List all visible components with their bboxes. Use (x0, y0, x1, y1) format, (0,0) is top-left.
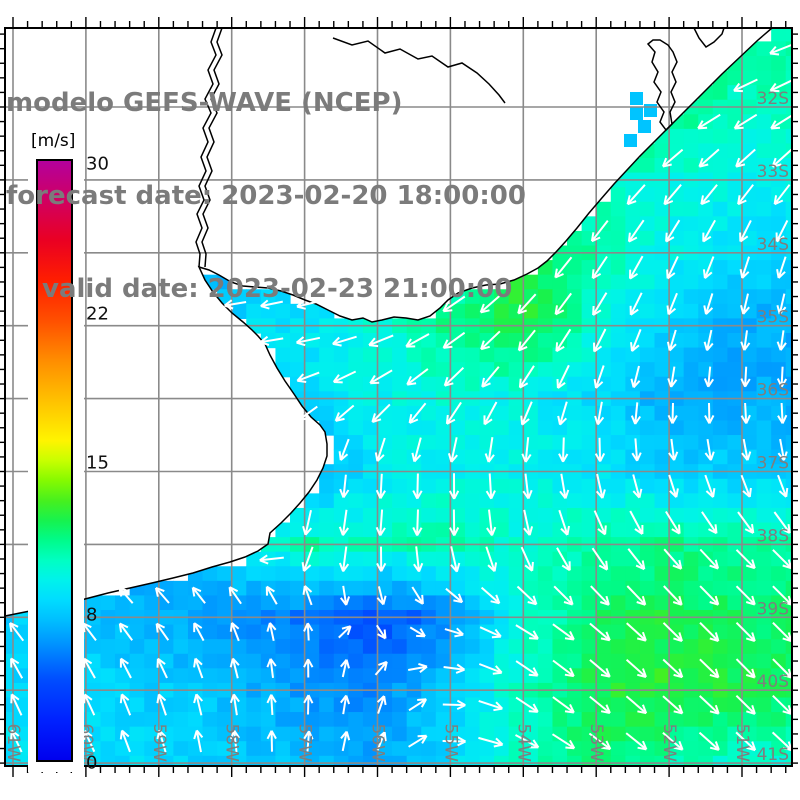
lon-label: 52W (659, 724, 679, 763)
colorbar-tick-label: 30 (86, 153, 109, 175)
lon-label: 55W (440, 724, 460, 763)
lon-label: 53W (586, 724, 606, 763)
lagoon-cell (644, 104, 657, 117)
valid-date: valid date: 2023-02-23 21:00:00 (42, 274, 513, 304)
colorbar-tick-label: 22 (86, 303, 109, 325)
lon-label: 51W (732, 724, 752, 763)
forecast-date: forecast date: 2023-02-20 18:00:00 (6, 181, 526, 211)
lat-label: 32S (757, 89, 789, 109)
river-uruguay-bank (201, 27, 223, 268)
coastline-group (4, 27, 773, 617)
lat-label: 41S (757, 745, 789, 765)
lat-label: 38S (757, 526, 789, 546)
lon-label: 61W (3, 724, 23, 763)
lagoon-cell (630, 92, 643, 105)
lagoon-mirim (646, 39, 678, 132)
colorbar-tick-label: 0 (86, 752, 98, 774)
lon-label: 56W (368, 724, 388, 763)
lat-label: 37S (757, 454, 789, 474)
title-block: modelo GEFS-WAVE (NCEP) forecast date: 2… (6, 26, 526, 367)
map-frame (4, 27, 793, 767)
lat-label: 36S (757, 381, 789, 401)
colorbar-unit-label: [m/s] (31, 131, 76, 151)
lagoon-cell (630, 107, 643, 120)
lon-label: 57W (295, 724, 315, 763)
axis-ticks (0, 17, 798, 777)
lat-label: 33S (757, 162, 789, 182)
river-negro (332, 37, 506, 104)
lat-label: 40S (757, 672, 789, 692)
wind-arrows (9, 43, 792, 753)
colorbar-tick-label: 15 (86, 452, 109, 474)
lat-label: 35S (757, 308, 789, 328)
lagoon-cell (638, 120, 651, 133)
graticule (5, 28, 792, 766)
model-title: modelo GEFS-WAVE (NCEP) (6, 88, 403, 118)
lagoon-patos (693, 27, 725, 48)
land-mask (5, 28, 772, 616)
lon-label: 54W (513, 724, 533, 763)
colorbar-tick-label: 8 (86, 604, 98, 626)
river-uruguay (195, 27, 217, 268)
colorbar-gradient (36, 159, 73, 762)
lagoon-cell (624, 134, 637, 147)
lon-label: 59W (149, 724, 169, 763)
lon-label: 58W (222, 724, 242, 763)
coastline (4, 27, 773, 617)
lat-label: 34S (757, 235, 789, 255)
lat-label: 39S (757, 599, 789, 619)
